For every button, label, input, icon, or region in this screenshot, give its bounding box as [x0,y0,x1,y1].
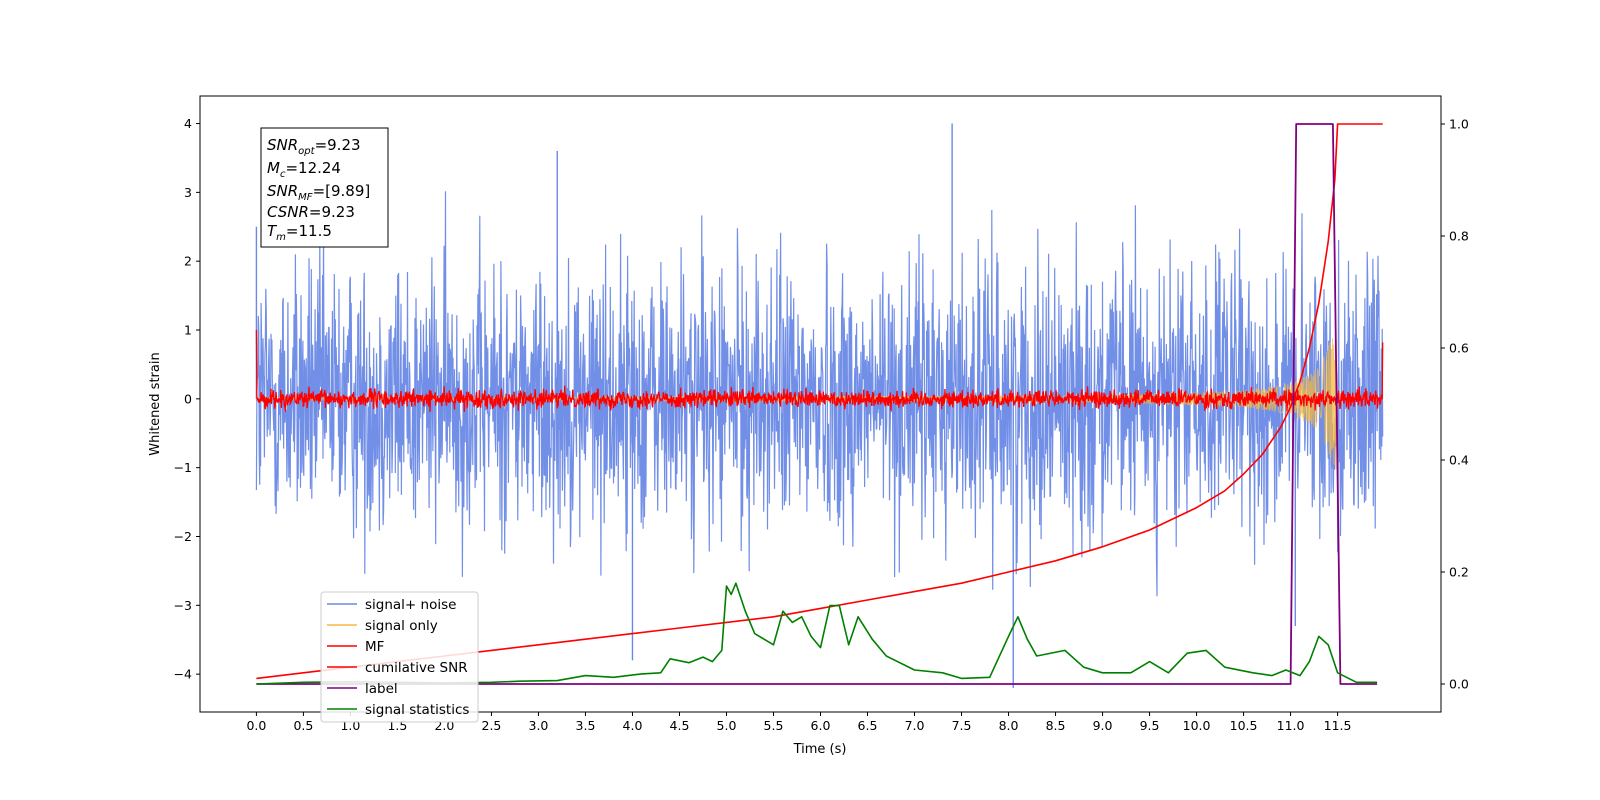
x-axis-label: Time (s) [793,742,847,757]
x-tick-label: 9.5 [1140,718,1160,733]
x-tick-label: 8.5 [1046,718,1066,733]
series-label [256,123,1378,685]
y2-tick-label: 0.2 [1449,565,1469,580]
y-tick-label: 0 [184,391,192,406]
legend: signal+ noise signal only MF cumilative … [320,591,479,723]
x-tick-label: 2.5 [482,718,502,733]
info-snr-mf: SNRMF=[9.89] [267,182,370,203]
y-tick-label: 1 [184,323,192,338]
legend-frame [320,591,479,723]
x-tick-label: 7.0 [905,718,925,733]
legend-label-label: label [365,681,398,697]
y-tick-label: 3 [184,185,192,200]
x-tick-label: 4.5 [670,718,690,733]
x-tick-label: 9.0 [1093,718,1113,733]
y-tick-label: −2 [174,529,192,544]
y2-tick-label: 0.0 [1449,677,1469,692]
info-box-frame [260,127,389,248]
x-tick-label: 10.0 [1183,718,1211,733]
y2-tick-label: 0.4 [1449,453,1469,468]
y2-tick-label: 1.0 [1449,117,1469,132]
series-cumulative-snr [256,123,1383,680]
x-tick-label: 0.5 [293,718,313,733]
series-signal-statistics [256,582,1378,685]
legend-label-cumulative-snr: cumilative SNR [365,660,468,676]
x-tick-label: 3.5 [576,718,596,733]
info-box: SNRopt=9.23 Mc=12.24 SNRMF=[9.89] CSNR=9… [260,127,389,248]
x-tick-label: 0.0 [246,718,266,733]
y-tick-label: −4 [174,667,192,682]
info-snr-opt: SNRopt=9.23 [267,136,361,157]
y-tick-label: 2 [184,254,192,269]
x-tick-label: 11.5 [1324,718,1352,733]
y2-tick-label: 0.6 [1449,341,1469,356]
axes-layer: 0.0 0.5 1.0 1.5 2.0 2.5 3.0 3.5 4.0 4.5 5.0 5.5 6.0 6… [174,116,1469,733]
series-signal-noise [255,191,1384,597]
legend-label-mf: MF [365,639,384,655]
legend-label-signal-only: signal only [365,618,438,634]
x-tick-label: 3.0 [529,718,549,733]
x-tick-label: 6.0 [811,718,831,733]
info-tm: Tm=11.5 [267,222,332,243]
x-tick-label: 4.0 [623,718,643,733]
y-tick-label: −3 [174,598,192,613]
y-tick-label: 4 [184,116,192,131]
x-tick-label: 11.0 [1277,718,1305,733]
x-tick-label: 8.0 [999,718,1019,733]
x-tick-label: 5.5 [764,718,784,733]
x-tick-label: 6.5 [858,718,878,733]
y2-tick-label: 0.8 [1449,229,1469,244]
legend-label-signal-statistics: signal statistics [365,702,469,718]
plot-layer [255,123,1384,688]
legend-label-signal-noise: signal+ noise [365,597,456,613]
x-tick-label: 5.0 [717,718,737,733]
series-mf [255,329,1384,412]
y-axis-label: Whitened strain [148,352,163,455]
x-tick-label: 10.5 [1230,718,1258,733]
info-mc: Mc=12.24 [267,159,341,180]
x-tick-label: 7.5 [952,718,972,733]
info-csnr: CSNR=9.23 [267,203,355,221]
y-tick-label: −1 [174,460,192,475]
